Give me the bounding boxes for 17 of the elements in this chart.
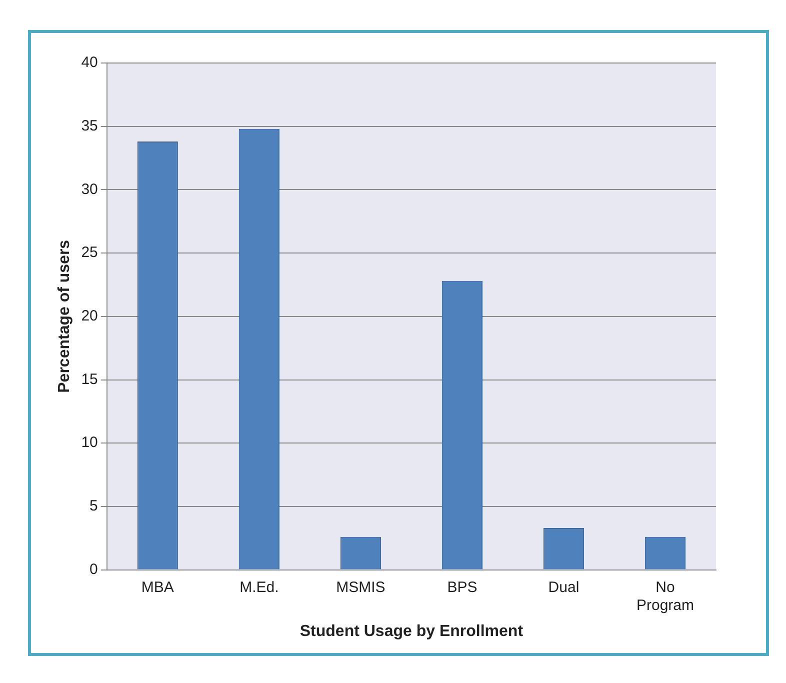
y-tick-label: 15 — [81, 370, 98, 388]
y-tick-label: 30 — [81, 180, 98, 198]
y-tick-label: 25 — [81, 244, 98, 262]
x-tick-label: Dual — [548, 578, 580, 596]
x-tick-label: MBA — [141, 578, 174, 596]
x-tick-label: BPS — [447, 578, 478, 596]
y-tick-label: 35 — [81, 117, 98, 134]
x-tick-label: No Program — [636, 578, 694, 614]
y-tick-label: 40 — [81, 54, 98, 72]
y-tick-label: 5 — [90, 498, 98, 515]
x-tick-label: M.Ed. — [240, 578, 279, 596]
y-tick-label: 0 — [90, 560, 98, 578]
y-tick-label: 10 — [81, 434, 98, 452]
x-axis-title: Student Usage by Enrollment — [300, 622, 524, 640]
x-tick-label: MSMIS — [336, 578, 386, 596]
y-tick-label: 20 — [81, 308, 98, 325]
y-axis-title: Percentage of users — [56, 240, 74, 393]
